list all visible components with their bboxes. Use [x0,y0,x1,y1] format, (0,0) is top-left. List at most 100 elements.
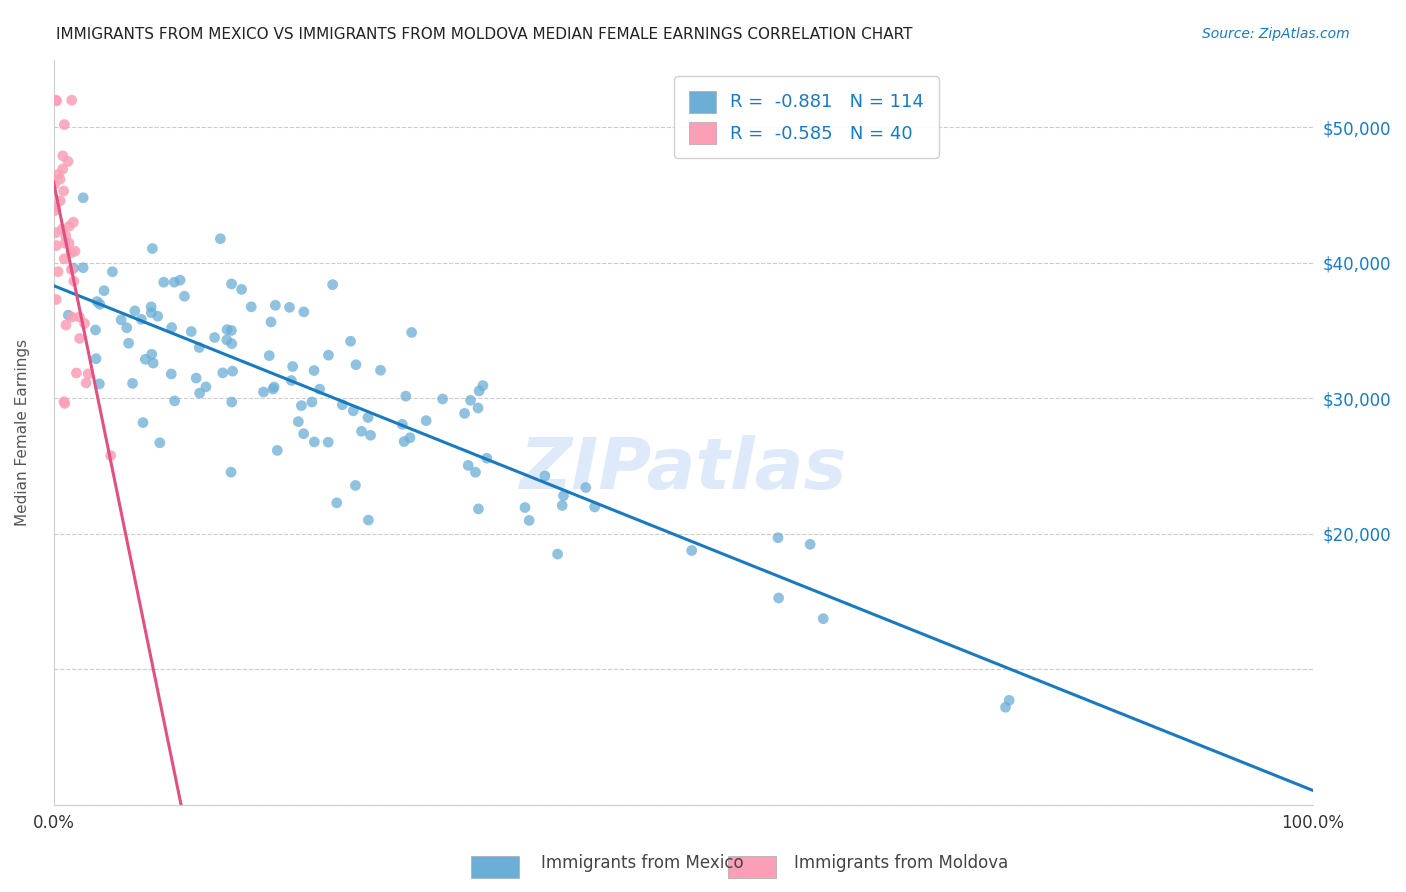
Point [215,333,238,347]
Point [262,382,284,396]
Point [146,310,169,324]
Point [575,481,598,495]
Point [75,376,97,390]
Point [221,364,243,378]
Point [84,323,107,337]
Point [391,417,413,432]
Point [432,392,454,406]
Point [131,312,153,326]
Point [551,499,574,513]
Point [194,380,217,394]
Point [681,543,703,558]
Point [186,371,208,385]
Point [141,347,163,361]
Point [45,238,67,252]
Point [304,434,326,449]
Text: IMMIGRANTS FROM MEXICO VS IMMIGRANTS FROM MOLDOVA MEDIAN FEMALE EARNINGS CORRELA: IMMIGRANTS FROM MEXICO VS IMMIGRANTS FRO… [56,27,912,42]
Point [160,320,183,334]
Point [332,398,354,412]
Point [45,94,67,108]
Point [86,294,108,309]
Point [141,306,163,320]
Point [209,232,232,246]
Point [44,203,66,218]
Point [252,384,274,399]
Point [766,531,789,545]
Point [281,359,304,374]
Point [60,310,83,325]
Point [318,348,340,362]
Point [77,367,100,381]
Point [240,300,263,314]
Legend: R =  -0.881   N = 114, R =  -0.585   N = 40: R = -0.881 N = 114, R = -0.585 N = 40 [675,76,938,158]
Point [292,426,315,441]
Point [141,242,163,256]
Point [45,93,67,107]
Point [169,273,191,287]
Point [513,500,536,515]
Point [553,489,575,503]
Point [49,172,72,186]
Point [998,693,1021,707]
Point [471,378,494,392]
Point [52,162,75,177]
Point [49,194,72,208]
Point [583,500,606,514]
Point [89,376,111,391]
Point [53,396,76,410]
Point [93,284,115,298]
Point [813,612,835,626]
Point [188,341,211,355]
Point [110,313,132,327]
Text: ZIPatlas: ZIPatlas [519,435,846,504]
Point [132,416,155,430]
Point [52,149,75,163]
Point [264,298,287,312]
Y-axis label: Median Female Earnings: Median Female Earnings [15,339,30,525]
Point [46,168,69,182]
Point [63,244,86,259]
Point [121,376,143,391]
Point [266,443,288,458]
Point [53,236,76,251]
Point [73,317,96,331]
Point [395,389,418,403]
Point [53,252,76,266]
Point [280,374,302,388]
Point [308,382,330,396]
Point [72,260,94,275]
Point [350,424,373,438]
Point [219,465,242,479]
Point [45,293,67,307]
Point [278,301,301,315]
Point [65,366,87,380]
Point [302,363,325,377]
Point [134,352,156,367]
Point [475,451,498,466]
Point [141,300,163,314]
Point [72,191,94,205]
Point [344,358,367,372]
Point [221,336,243,351]
Point [173,289,195,303]
Point [52,184,75,198]
Point [357,410,380,425]
Point [392,434,415,449]
Point [517,513,540,527]
Point [457,458,479,473]
Point [344,478,367,492]
Point [464,465,486,479]
Point [67,310,90,324]
Point [263,380,285,394]
Point [342,404,364,418]
Point [547,547,569,561]
Point [44,178,66,192]
Point [117,336,139,351]
Point [163,275,186,289]
Point [69,331,91,345]
Point [53,118,76,132]
Point [180,325,202,339]
Point [467,501,489,516]
Point [55,228,77,243]
Point [152,275,174,289]
